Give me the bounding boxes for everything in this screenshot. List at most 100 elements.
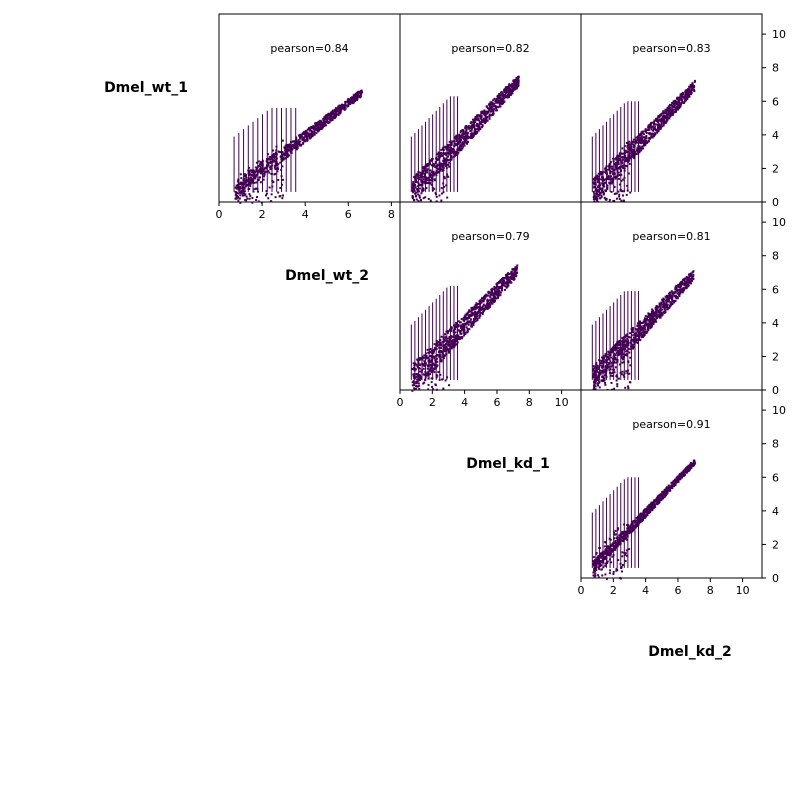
density-point [422, 364, 425, 367]
density-point [255, 187, 258, 190]
density-point [496, 296, 499, 299]
density-point [611, 372, 614, 375]
density-point [592, 571, 595, 574]
density-point [479, 307, 482, 310]
density-point [356, 91, 359, 94]
density-point [459, 324, 462, 327]
density-point [303, 132, 306, 135]
density-point [490, 107, 493, 110]
density-point [665, 120, 668, 123]
density-point [660, 301, 663, 304]
density-point [239, 173, 242, 176]
density-point [423, 169, 426, 172]
density-point [594, 176, 597, 179]
density-point [638, 133, 641, 136]
density-point [607, 176, 610, 179]
density-point [430, 179, 433, 182]
density-point [414, 176, 417, 179]
density-point [672, 102, 675, 105]
density-point [504, 93, 507, 96]
density-point [639, 139, 642, 142]
density-point [515, 268, 518, 271]
density-point [644, 135, 647, 138]
density-point [610, 381, 613, 384]
density-point [501, 280, 504, 283]
density-point [509, 89, 512, 92]
density-point [639, 147, 642, 150]
density-point [597, 189, 600, 192]
density-point [667, 111, 670, 114]
density-point [597, 193, 600, 196]
density-point [480, 126, 483, 129]
density-point [593, 200, 596, 203]
density-point [470, 311, 473, 314]
density-point [614, 165, 617, 168]
x-tick-label: 8 [388, 208, 395, 221]
density-point [467, 131, 470, 134]
density-point [489, 110, 492, 113]
density-point [234, 193, 237, 196]
density-point [606, 188, 609, 191]
density-point [655, 306, 658, 309]
density-point [498, 94, 501, 97]
density-point [493, 288, 496, 291]
density-point [594, 388, 597, 391]
density-point [439, 166, 442, 169]
density-point [477, 310, 480, 313]
density-point [652, 127, 655, 130]
density-point [336, 110, 339, 113]
density-point [652, 132, 655, 135]
density-point [655, 317, 658, 320]
density-point [607, 174, 610, 177]
density-point [599, 359, 602, 362]
density-point [604, 573, 607, 576]
density-point [243, 174, 246, 177]
density-point [477, 119, 480, 122]
density-point [479, 115, 482, 118]
density-point [616, 385, 619, 388]
density-point [357, 95, 360, 98]
density-point [506, 89, 509, 92]
density-point [678, 295, 681, 298]
density-point [259, 165, 262, 168]
density-point [641, 130, 644, 133]
density-point [496, 288, 499, 291]
density-point [693, 79, 696, 82]
density-point [611, 180, 614, 183]
density-point [662, 119, 665, 122]
density-point [638, 333, 641, 336]
density-point [436, 360, 439, 363]
density-point [455, 337, 458, 340]
density-point [244, 173, 247, 176]
density-point [412, 384, 415, 387]
density-point [658, 116, 661, 119]
density-point [674, 291, 677, 294]
density-point [302, 138, 305, 141]
density-point [602, 184, 605, 187]
density-point [414, 186, 417, 189]
density-point [420, 176, 423, 179]
density-point [500, 103, 503, 106]
density-point [458, 338, 461, 341]
density-point [348, 101, 351, 104]
density-point [649, 126, 652, 129]
density-point [619, 343, 622, 346]
density-point [660, 119, 663, 122]
density-point [624, 354, 627, 357]
density-point [256, 167, 259, 170]
density-point [632, 326, 635, 329]
density-point [259, 172, 262, 175]
density-point [485, 117, 488, 120]
density-point [608, 166, 611, 169]
density-point [503, 88, 506, 91]
density-point [318, 120, 321, 123]
density-point [505, 87, 508, 90]
density-point [415, 375, 418, 378]
density-point [415, 191, 418, 194]
density-point [671, 104, 674, 107]
density-point [320, 127, 323, 130]
density-point [597, 181, 600, 184]
density-point [493, 293, 496, 296]
density-point [470, 318, 473, 321]
density-point [647, 128, 650, 131]
